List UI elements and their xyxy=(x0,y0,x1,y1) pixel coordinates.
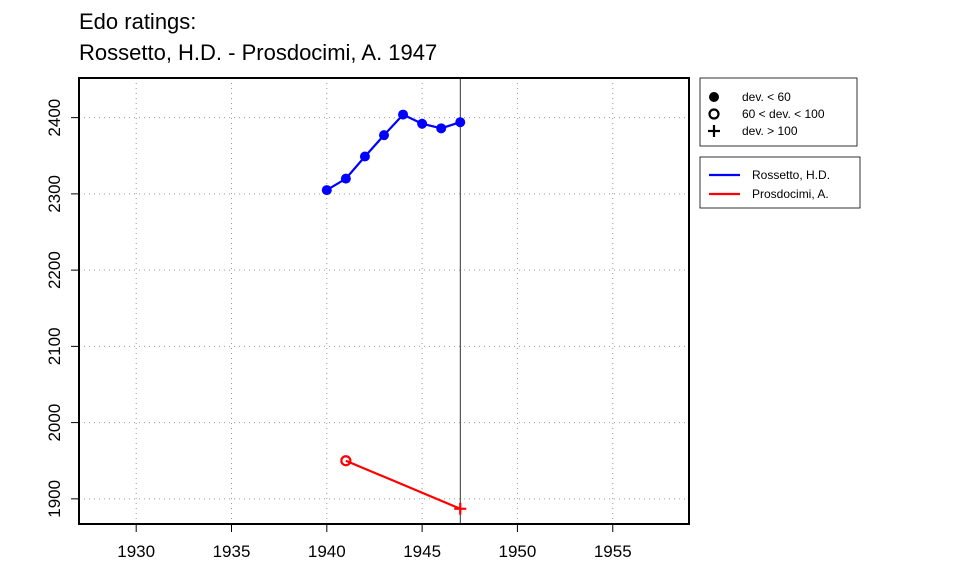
legend-label-2: dev. > 100 xyxy=(742,124,798,138)
data-point-0-7 xyxy=(455,117,466,128)
y-tick-label-1900: 1900 xyxy=(45,480,64,518)
x-tick-label-1935: 1935 xyxy=(213,542,251,561)
grid-lines xyxy=(79,78,689,524)
legend-series-label-0: Rossetto, H.D. xyxy=(752,168,830,182)
legend-label-0: dev. < 60 xyxy=(742,90,791,104)
legend-symbol-2 xyxy=(708,125,720,137)
plot-frame xyxy=(78,77,690,525)
y-tick-label-2200: 2200 xyxy=(45,251,64,289)
data-point-1-0 xyxy=(340,455,352,467)
y-tick-label-2000: 2000 xyxy=(45,404,64,442)
series-line-1 xyxy=(345,459,461,510)
marker-legend: dev. < 60 60 < dev. < 100 dev. > 100 xyxy=(699,77,858,147)
y-tick-label-2100: 2100 xyxy=(45,327,64,365)
data-point-0-4 xyxy=(398,109,409,120)
series-legend: Rossetto, H.D. Prosdocimi, A. xyxy=(699,156,861,209)
series-legend-box xyxy=(699,156,861,209)
y-tick-label-2300: 2300 xyxy=(45,175,64,213)
chart-subtitle: Rossetto, H.D. - Prosdocimi, A. 1947 xyxy=(79,40,437,65)
data-point-0-5 xyxy=(417,118,428,129)
marker-legend-box xyxy=(699,77,858,147)
data-point-0-6 xyxy=(436,123,447,134)
legend-label-1: 60 < dev. < 100 xyxy=(742,107,825,121)
y-tick-label-2400: 2400 xyxy=(45,99,64,137)
x-tick-label-1950: 1950 xyxy=(499,542,537,561)
x-tick-label-1940: 1940 xyxy=(308,542,346,561)
series-layer xyxy=(321,109,467,515)
x-tick-label-1945: 1945 xyxy=(403,542,441,561)
x-tick-label-1930: 1930 xyxy=(117,542,155,561)
x-tick-label-1955: 1955 xyxy=(594,542,632,561)
legend-symbol-0 xyxy=(709,92,719,102)
data-point-1-1 xyxy=(454,502,467,515)
data-point-0-3 xyxy=(379,130,389,141)
x-axis: 1930 1935 1940 1945 1950 1955 xyxy=(117,524,632,561)
data-point-0-2 xyxy=(359,151,370,162)
chart-title: Edo ratings: xyxy=(79,9,196,34)
y-axis: 1900 2000 2100 2200 2300 2400 xyxy=(45,99,79,518)
legend-series-label-1: Prosdocimi, A. xyxy=(752,187,829,201)
data-point-0-1 xyxy=(340,173,351,184)
legend-symbol-1 xyxy=(708,108,720,120)
data-point-0-0 xyxy=(321,185,332,196)
